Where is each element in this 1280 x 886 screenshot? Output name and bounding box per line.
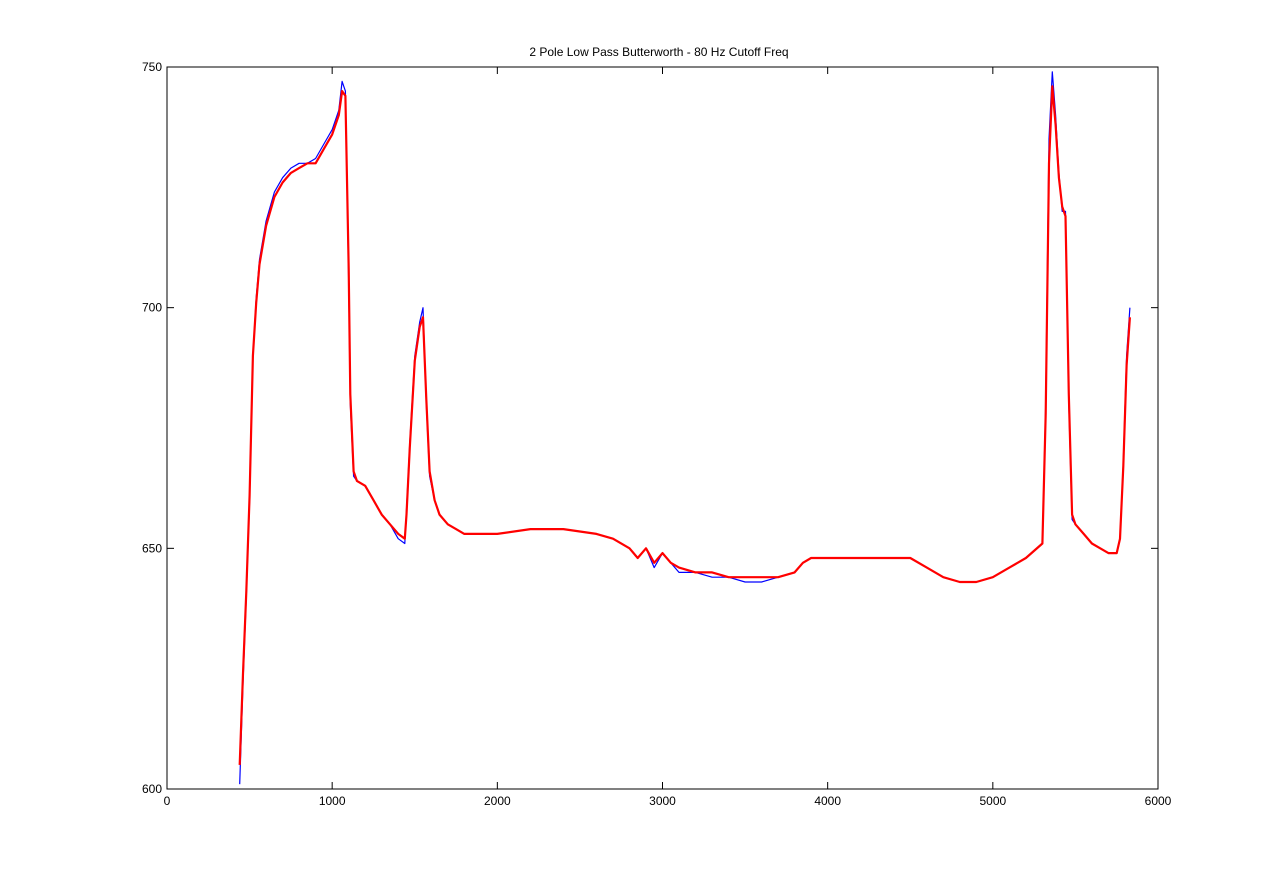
x-tick-label: 6000 — [1145, 794, 1172, 808]
x-tick-label: 0 — [164, 794, 171, 808]
y-tick-label: 700 — [142, 301, 162, 315]
y-tick-label: 600 — [142, 782, 162, 796]
x-tick-label: 1000 — [319, 794, 346, 808]
x-tick-label: 3000 — [649, 794, 676, 808]
series-line-filtered — [238, 85, 1131, 765]
y-tick-label: 750 — [142, 60, 162, 74]
x-tick-label: 4000 — [814, 794, 841, 808]
x-tick-label: 5000 — [979, 794, 1006, 808]
plot-area-frame — [166, 66, 1159, 790]
series-line-raw — [239, 71, 1131, 785]
y-tick-label: 650 — [142, 541, 162, 555]
tick-layer: 0 1000 2000 3000 4000 5000 6000 600 650 700 750 — [142, 60, 1172, 808]
x-tick-label: 2000 — [484, 794, 511, 808]
series-layer — [238, 71, 1131, 785]
chart-title: 2 Pole Low Pass Butterworth - 80 Hz Cuto… — [529, 45, 788, 59]
